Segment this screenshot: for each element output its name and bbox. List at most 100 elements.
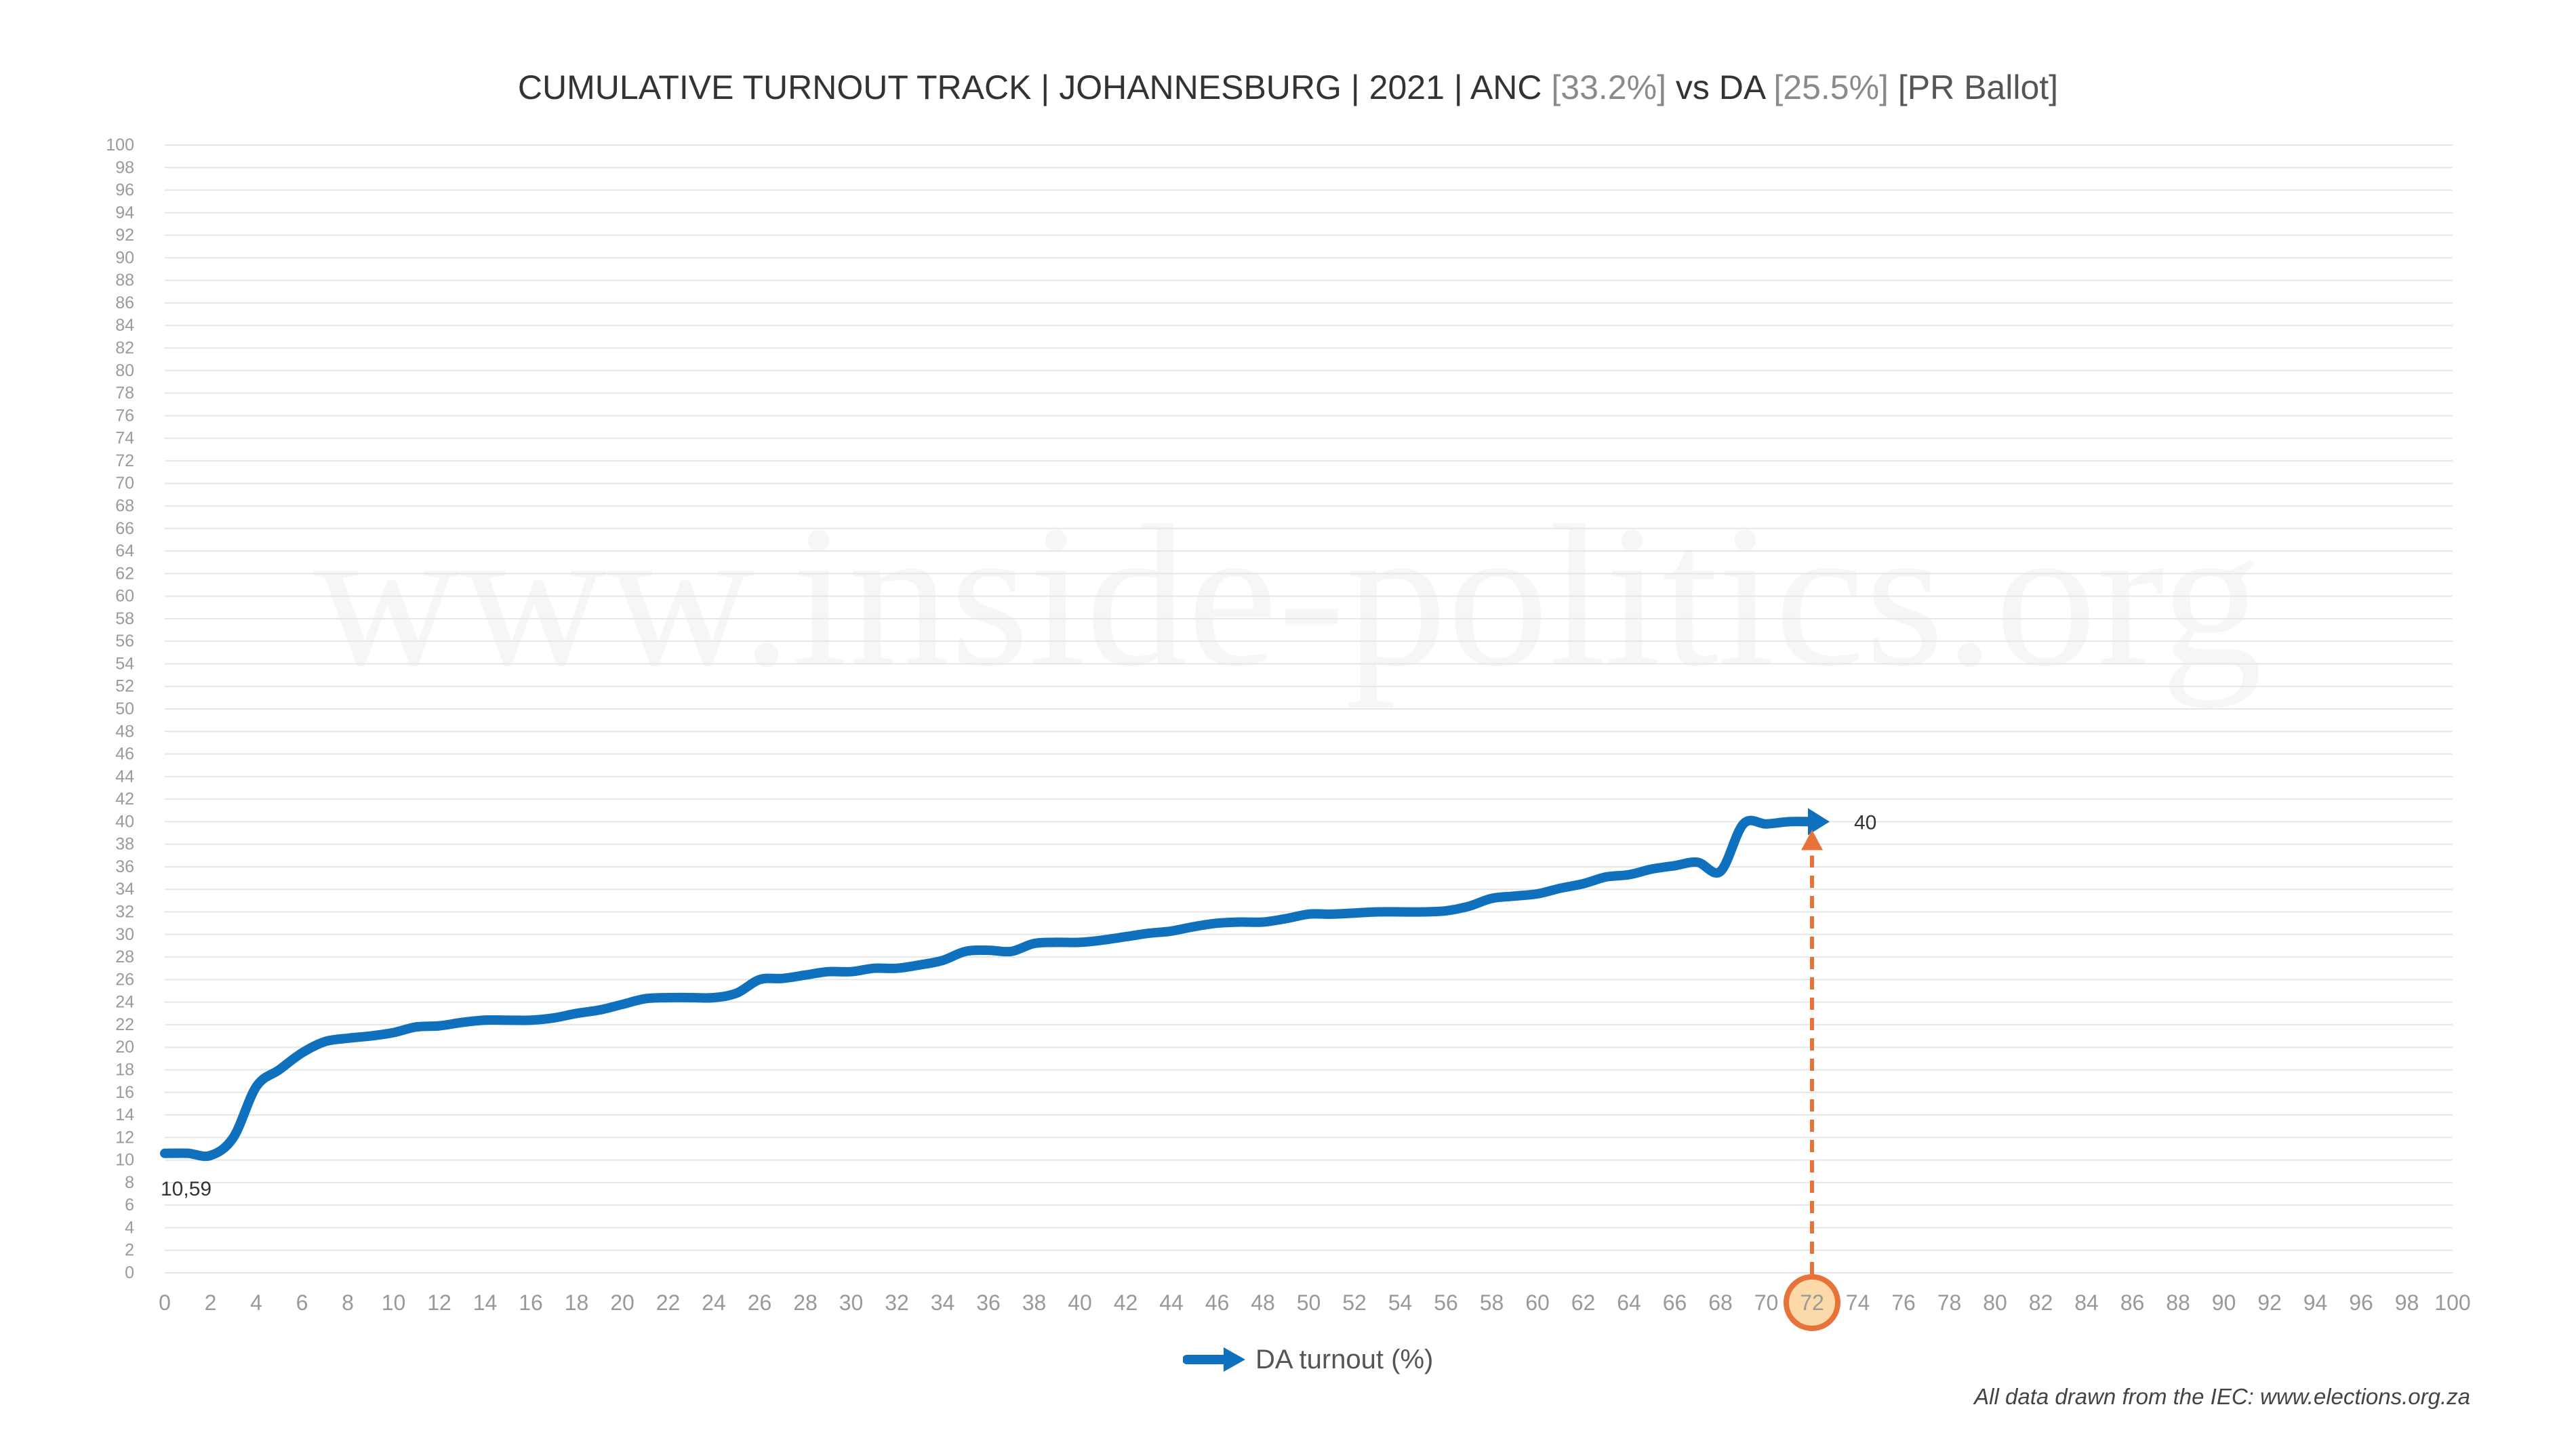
x-tick-label: 84	[2074, 1290, 2099, 1315]
legend-label: DA turnout (%)	[1255, 1344, 1434, 1374]
x-tick-label: 74	[1846, 1290, 1870, 1315]
x-tick-label: 68	[1708, 1290, 1733, 1315]
x-tick-label: 24	[702, 1290, 726, 1315]
x-tick-label: 64	[1617, 1290, 1641, 1315]
series-da-turnout	[160, 808, 1830, 1162]
x-tick-label: 32	[885, 1290, 909, 1315]
y-tick-label: 14	[115, 1105, 134, 1124]
y-tick-label: 78	[115, 384, 134, 403]
y-tick-label: 4	[125, 1218, 134, 1237]
y-tick-label: 28	[115, 947, 134, 966]
x-tick-label: 16	[519, 1290, 543, 1315]
y-tick-label: 46	[115, 745, 134, 764]
y-tick-label: 22	[115, 1015, 134, 1034]
y-tick-label: 88	[115, 271, 134, 290]
y-tick-label: 74	[115, 429, 134, 448]
y-tick-label: 70	[115, 474, 134, 493]
series-arrow-head	[1808, 808, 1830, 836]
x-tick-label: 42	[1114, 1290, 1138, 1315]
y-tick-label: 42	[115, 790, 134, 809]
x-tick-label: 66	[1663, 1290, 1687, 1315]
x-tick-label: 20	[610, 1290, 635, 1315]
y-tick-label: 64	[115, 542, 134, 560]
x-tick-label: 86	[2120, 1290, 2145, 1315]
y-tick-label: 82	[115, 339, 134, 358]
x-tick-label: 82	[2029, 1290, 2053, 1315]
x-tick-label: 52	[1342, 1290, 1367, 1315]
start-value-label: 10,59	[161, 1178, 212, 1200]
x-tick-label: 92	[2257, 1290, 2282, 1315]
y-tick-label: 8	[125, 1173, 134, 1192]
x-tick-label: 30	[839, 1290, 864, 1315]
x-tick-label: 56	[1434, 1290, 1458, 1315]
y-tick-label: 94	[115, 203, 134, 222]
x-tick-label: 60	[1525, 1290, 1550, 1315]
x-tick-label: 18	[565, 1290, 589, 1315]
x-tick-label: 54	[1388, 1290, 1413, 1315]
x-tick-label: 70	[1754, 1290, 1779, 1315]
legend: DA turnout (%)	[1183, 1341, 1433, 1379]
x-tick-label: 50	[1297, 1290, 1321, 1315]
y-tick-label: 52	[115, 677, 134, 696]
y-tick-label: 30	[115, 925, 134, 944]
x-tick-label: 96	[2349, 1290, 2373, 1315]
x-tick-label: 90	[2212, 1290, 2236, 1315]
x-tick-label: 8	[342, 1290, 354, 1315]
x-tick-label: 94	[2303, 1290, 2328, 1315]
x-tick-label: 48	[1251, 1290, 1275, 1315]
x-tick-label: 12	[427, 1290, 451, 1315]
y-tick-label: 12	[115, 1128, 134, 1147]
y-tick-label: 96	[115, 181, 134, 200]
title-vs: vs DA	[1675, 68, 1765, 106]
x-tick-label: 6	[296, 1290, 308, 1315]
y-tick-label: 0	[125, 1263, 134, 1282]
x-tick-label: 88	[2166, 1290, 2190, 1315]
x-tick-label: 22	[656, 1290, 681, 1315]
y-tick-label: 76	[115, 406, 134, 425]
y-tick-label: 50	[115, 699, 134, 718]
y-tick-label: 98	[115, 158, 134, 177]
y-tick-label: 86	[115, 293, 134, 312]
title-ballot: [PR Ballot]	[1897, 68, 2059, 106]
y-tick-label: 92	[115, 226, 134, 245]
grid-lines	[165, 144, 2453, 1273]
y-tick-label: 66	[115, 519, 134, 538]
y-tick-label: 32	[115, 903, 134, 922]
title-da-pct: [25.5%]	[1773, 68, 1889, 106]
y-tick-label: 38	[115, 835, 134, 854]
y-tick-label: 36	[115, 857, 134, 876]
x-tick-label: 28	[793, 1290, 818, 1315]
x-tick-label: 44	[1159, 1290, 1184, 1315]
x-tick-label: 26	[748, 1290, 772, 1315]
x-tick-label: 80	[1983, 1290, 2007, 1315]
marker-arrow-head	[1801, 830, 1823, 851]
y-tick-label: 20	[115, 1038, 134, 1057]
x-tick-label: 0	[159, 1290, 171, 1315]
y-tick-label: 24	[115, 993, 134, 1012]
y-tick-label: 72	[115, 451, 134, 470]
x-tick-label: 98	[2395, 1290, 2419, 1315]
y-tick-label: 90	[115, 248, 134, 267]
x-tick-label: 100	[2434, 1290, 2470, 1315]
y-tick-label: 68	[115, 496, 134, 515]
marker-label: 72	[1800, 1290, 1824, 1315]
series-line-da-turnout	[160, 815, 1817, 1162]
x-tick-label: 38	[1022, 1290, 1047, 1315]
y-tick-label: 40	[115, 812, 134, 831]
y-tick-label: 34	[115, 880, 134, 899]
x-tick-label: 76	[1891, 1290, 1916, 1315]
x-tick-label: 36	[976, 1290, 1001, 1315]
y-tick-label: 56	[115, 632, 134, 651]
x-tick-label: 78	[1937, 1290, 1962, 1315]
y-tick-label: 58	[115, 609, 134, 628]
y-tick-label: 18	[115, 1060, 134, 1079]
y-tick-label: 10	[115, 1151, 134, 1170]
x-tick-label: 2	[205, 1290, 217, 1315]
y-tick-label: 2	[125, 1241, 134, 1260]
source-note: All data drawn from the IEC: www.electio…	[1974, 1384, 2470, 1409]
y-tick-label: 6	[125, 1196, 134, 1215]
x-tick-label: 62	[1571, 1290, 1596, 1315]
x-tick-label: 14	[473, 1290, 498, 1315]
y-tick-label: 80	[115, 361, 134, 380]
